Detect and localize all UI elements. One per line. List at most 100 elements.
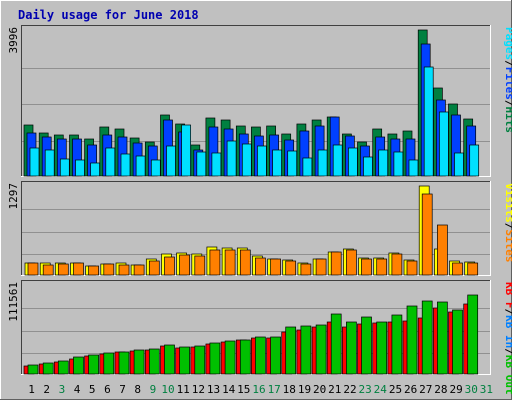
pages-bar [257, 145, 267, 177]
kb-out-bar [57, 360, 69, 375]
kb-out-bar [118, 351, 130, 375]
top-ymax-label: 3996 [7, 27, 20, 54]
sites-bar [467, 262, 479, 276]
kb-out-bar [255, 336, 266, 375]
sites-bar [361, 258, 372, 276]
kb-out-bar [239, 339, 251, 375]
x-tick-label: 27 [419, 383, 432, 396]
legend-entry: KB F [503, 282, 512, 309]
pages-bar [454, 152, 464, 177]
pages-bar [317, 149, 328, 177]
x-tick-label: 5 [89, 383, 96, 396]
kb-out-bar [88, 354, 99, 375]
legend-entry: / [503, 348, 512, 355]
legend-entry: KB Out [503, 355, 512, 395]
pages-bar [226, 140, 237, 177]
middle-ymax-label: 1297 [7, 183, 20, 210]
kb-out-bar [300, 325, 312, 375]
sites-bar [239, 249, 251, 276]
x-tick-label: 9 [150, 383, 157, 396]
kb-out-bar [421, 300, 433, 375]
pages-bar [105, 147, 116, 177]
pages-bar [59, 158, 70, 177]
sites-bar [209, 249, 221, 276]
bottom-legend: KB F/KB In/KB Out [503, 282, 512, 395]
x-tick-label: 23 [358, 383, 371, 396]
x-tick-label: 31 [480, 383, 493, 396]
legend-entry: / [503, 100, 512, 107]
sites-bar [103, 263, 115, 276]
x-tick-label: 18 [283, 383, 296, 396]
x-tick-label: 1 [28, 383, 35, 396]
pages-bar [363, 156, 373, 177]
pages-bar [378, 149, 389, 177]
bottom-ymax-label: 111561 [7, 282, 20, 322]
middle-legend: Visits/Sites [503, 183, 512, 263]
sites-bar [27, 262, 39, 276]
legend-entry: Visits [503, 183, 512, 223]
x-tick-label: 22 [343, 383, 356, 396]
x-tick-label: 11 [177, 383, 190, 396]
pages-bar [196, 151, 207, 177]
legend-entry: Hits [503, 107, 512, 134]
pages-bar [408, 159, 419, 177]
pages-bar [211, 152, 222, 177]
x-tick-label: 3 [59, 383, 66, 396]
kb-out-bar [224, 340, 236, 375]
kb-out-bar [346, 321, 357, 375]
x-tick-label: 29 [449, 383, 462, 396]
legend-entry: Files [503, 67, 512, 100]
legend-entry: / [503, 223, 512, 230]
kb-out-bar [452, 309, 463, 375]
pages-bar [75, 159, 85, 177]
x-tick-label: 4 [74, 383, 81, 396]
sites-bar [330, 251, 342, 276]
top-legend: Pages/Files/Hits [503, 27, 512, 133]
sites-bar [270, 258, 281, 276]
kb-out-bar [270, 336, 281, 375]
sites-bar [315, 258, 327, 276]
legend-entry: Pages [503, 27, 512, 60]
x-tick-label: 16 [252, 383, 265, 396]
kb-out-bar [133, 349, 145, 375]
x-tick-label: 24 [374, 383, 388, 396]
pages-bar [393, 151, 404, 177]
pages-bar [241, 143, 252, 177]
sites-bar [224, 249, 236, 276]
kb-out-bar [437, 301, 448, 375]
x-tick-label: 8 [134, 383, 141, 396]
pages-bar [302, 157, 313, 177]
x-tick-label: 19 [298, 383, 311, 396]
sites-bar [346, 249, 357, 276]
sites-bar [255, 257, 266, 276]
x-tick-label: 10 [161, 383, 174, 396]
sites-bar [164, 256, 175, 276]
kb-out-bar [361, 316, 372, 375]
sites-bar [42, 264, 54, 276]
pages-bar [166, 145, 176, 177]
kb-out-bar [27, 364, 39, 375]
pages-bar [423, 66, 434, 177]
kb-out-bar [73, 356, 84, 375]
sites-bar [300, 263, 312, 276]
sites-bar [88, 265, 99, 276]
pages-bar [181, 124, 191, 177]
kb-out-bar [103, 352, 115, 375]
legend-entry: KB In [503, 315, 512, 348]
kb-out-bar [285, 326, 297, 375]
kb-out-bar [391, 314, 403, 375]
sites-bar [421, 193, 433, 276]
pages-bar [44, 149, 55, 177]
sites-bar [437, 224, 448, 276]
kb-out-bar [42, 362, 54, 375]
sites-bar [179, 254, 190, 276]
kb-out-bar [209, 342, 221, 375]
pages-bar [90, 162, 100, 177]
legend-entry: / [503, 309, 512, 316]
legend-entry: Sites [503, 229, 512, 262]
x-tick-label: 20 [313, 383, 326, 396]
x-tick-label: 2 [43, 383, 50, 396]
sites-bar [194, 255, 206, 276]
